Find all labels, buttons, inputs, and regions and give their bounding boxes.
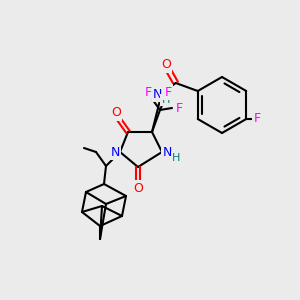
Text: N: N	[110, 146, 120, 158]
Text: O: O	[111, 106, 121, 119]
Text: F: F	[144, 85, 152, 98]
Text: N: N	[162, 146, 172, 158]
Text: O: O	[161, 58, 171, 71]
Text: N: N	[153, 88, 162, 100]
Text: F: F	[164, 85, 172, 98]
Text: F: F	[176, 101, 183, 115]
Text: O: O	[133, 182, 143, 194]
Text: F: F	[254, 112, 261, 125]
Text: H: H	[162, 95, 170, 105]
Text: H: H	[172, 153, 180, 163]
